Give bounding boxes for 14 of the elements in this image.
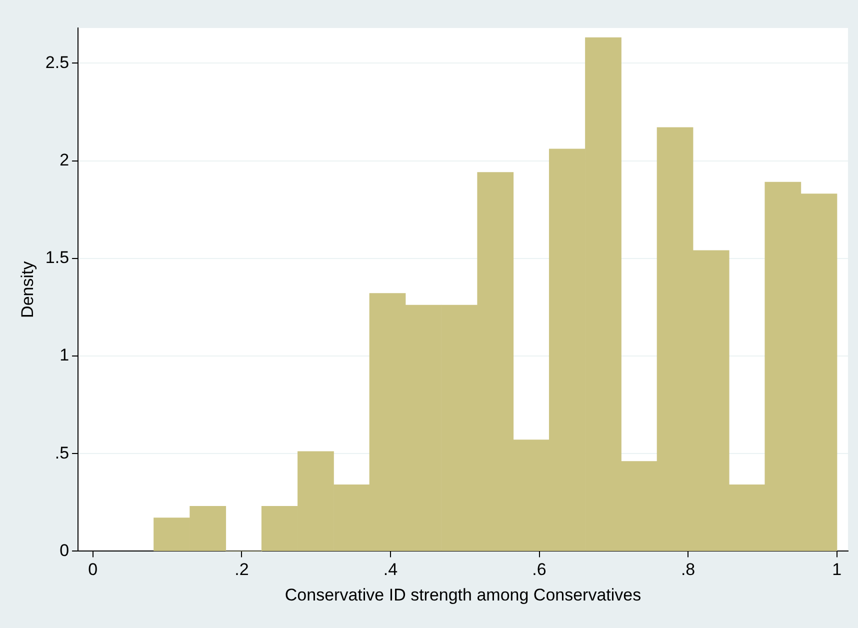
x-tick-label: 0: [88, 560, 98, 580]
y-tick-label: .5: [54, 443, 70, 462]
y-axis-title: Density: [18, 260, 37, 318]
x-tick-label: .4: [383, 560, 398, 580]
y-tick-label: 2: [60, 150, 70, 170]
y-tick-label: 2.5: [45, 52, 70, 72]
x-axis-title: Conservative ID strength among Conservatives: [284, 585, 642, 604]
y-tick-label: 1.5: [45, 248, 70, 268]
x-tick-label: .2: [234, 560, 249, 580]
y-tick-label: 1: [60, 346, 70, 365]
x-tick-label: 1: [832, 560, 842, 580]
y-tick-label: 0: [60, 540, 70, 560]
x-tick-label: .8: [680, 560, 696, 580]
x-tick-label: .6: [532, 560, 546, 580]
